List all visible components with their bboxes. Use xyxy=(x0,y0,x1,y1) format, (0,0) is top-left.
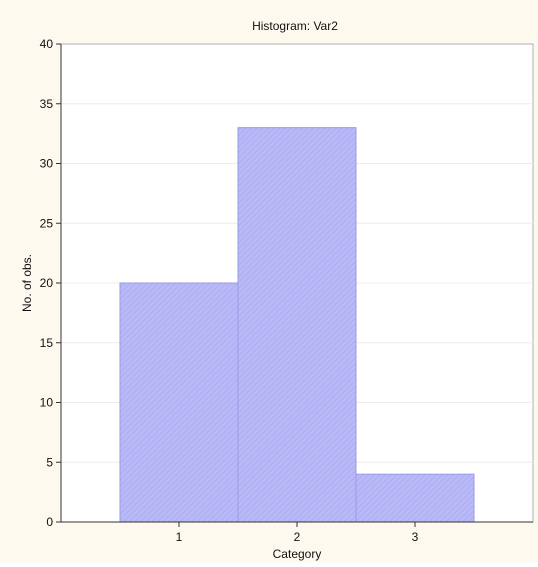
x-tick-label: 2 xyxy=(294,530,301,544)
y-tick-label: 40 xyxy=(40,37,54,51)
y-tick-label: 20 xyxy=(40,276,54,290)
bar-category-3 xyxy=(355,473,475,523)
x-axis-ticks: 1 2 3 xyxy=(176,522,419,544)
y-tick-label: 10 xyxy=(40,396,54,410)
y-tick-label: 0 xyxy=(46,515,53,529)
y-tick-label: 30 xyxy=(40,157,54,171)
bar-category-1 xyxy=(119,282,239,523)
chart-title: Histogram: Var2 xyxy=(252,19,338,33)
bars xyxy=(119,127,475,523)
x-tick-label: 1 xyxy=(176,530,183,544)
bar-category-2 xyxy=(237,127,357,523)
x-axis-label: Category xyxy=(273,547,322,561)
x-tick-label: 3 xyxy=(412,530,419,544)
y-tick-label: 5 xyxy=(46,455,53,469)
y-tick-label: 35 xyxy=(40,97,54,111)
y-axis-ticks: 0 5 10 15 20 25 30 35 40 xyxy=(40,37,61,529)
y-tick-label: 25 xyxy=(40,216,54,230)
y-tick-label: 15 xyxy=(40,336,54,350)
y-axis-label: No. of obs. xyxy=(20,254,34,312)
